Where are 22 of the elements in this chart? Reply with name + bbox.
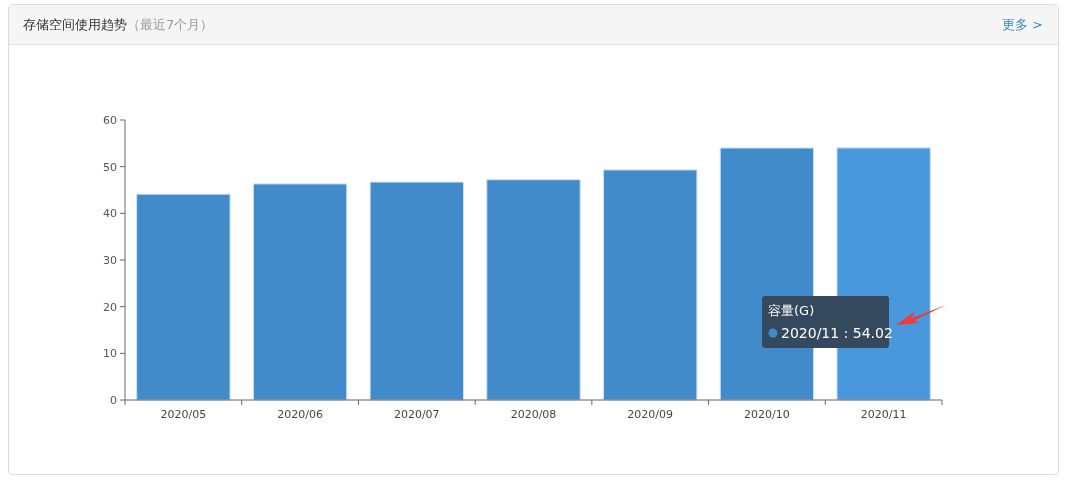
x-tick-label: 2020/11 <box>860 408 907 421</box>
y-tick-label: 20 <box>103 300 117 314</box>
x-tick-label: 2020/08 <box>510 408 557 421</box>
x-tick-label: 2020/05 <box>160 408 207 421</box>
y-tick-label: 0 <box>110 393 117 407</box>
bar <box>136 193 231 401</box>
bar <box>369 181 464 401</box>
chart-subtitle: （最近7个月） <box>127 17 214 32</box>
bar <box>486 179 581 401</box>
bar <box>252 183 348 401</box>
x-tick-label: 2020/10 <box>744 408 790 421</box>
y-tick-label: 50 <box>103 160 117 174</box>
bar <box>603 169 698 401</box>
series-label: 容量(G) <box>768 303 815 318</box>
y-tick-label: 30 <box>103 253 117 267</box>
x-tick-label: 2020/09 <box>627 408 674 421</box>
y-tick-label: 60 <box>103 113 117 127</box>
x-tick-label: 2020/07 <box>393 408 440 421</box>
y-tick-label: 40 <box>103 207 117 221</box>
text: 更多 > <box>1001 17 1043 32</box>
x-tick-label: 2020/06 <box>277 408 323 421</box>
y-tick-label: 10 <box>103 347 117 361</box>
